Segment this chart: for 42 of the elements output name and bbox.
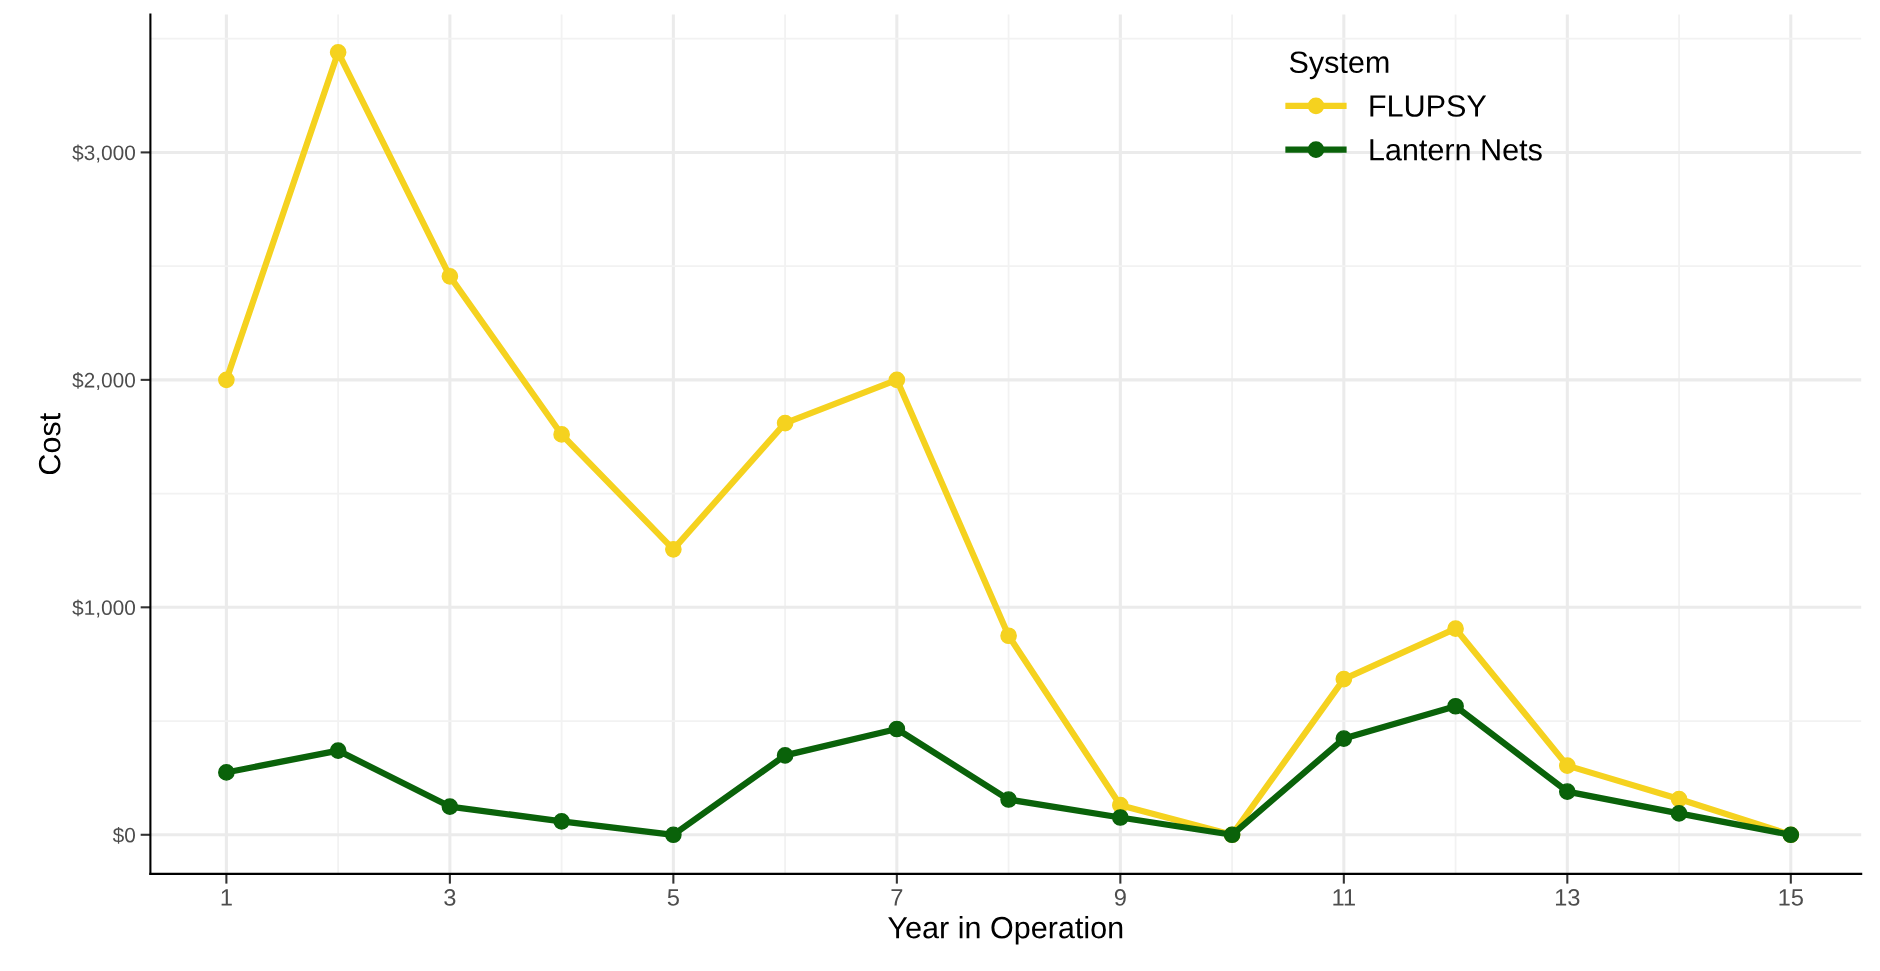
point: [1335, 670, 1353, 688]
x-tick-label: 1: [221, 889, 232, 906]
point: [218, 371, 235, 389]
point: [1447, 620, 1464, 638]
x-tick-label: 7: [891, 889, 903, 906]
y-tick-label: $2,000: [72, 371, 136, 391]
point: [1447, 697, 1464, 715]
point: [553, 426, 570, 443]
x-tick-label: 3: [444, 889, 456, 906]
x-tick-label: 15: [1779, 889, 1803, 906]
legend-label: Lantern Nets: [1370, 139, 1542, 161]
legend-label: FLUPSY: [1370, 95, 1487, 117]
point: [1558, 757, 1576, 774]
y-tick-label: $3,000: [72, 144, 136, 163]
point: [776, 747, 794, 764]
point: [665, 540, 682, 558]
point: [329, 43, 347, 61]
point: [1112, 809, 1129, 826]
x-axis-title: Year in Operation: [888, 916, 1123, 945]
point: [1000, 791, 1017, 808]
point: [1670, 790, 1688, 808]
x-tick-label: 11: [1333, 889, 1355, 906]
point: [888, 720, 906, 738]
point: [1000, 627, 1017, 645]
y-axis-title: Cost: [38, 413, 61, 475]
point: [441, 798, 459, 815]
point: [1670, 805, 1688, 822]
x-tick-label: 13: [1555, 889, 1580, 906]
point: [776, 414, 794, 432]
point: [553, 813, 570, 830]
point: [218, 764, 235, 781]
point: [1558, 783, 1576, 800]
y-tick-label: $0: [112, 826, 135, 844]
point: [329, 742, 347, 759]
x-tick-label: 9: [1114, 889, 1126, 906]
point: [665, 826, 682, 844]
point: [441, 268, 459, 285]
x-tick-label: 5: [667, 889, 679, 906]
point: [888, 371, 906, 389]
y-tick-label: $1,000: [72, 599, 136, 618]
legend-title: System: [1289, 51, 1389, 80]
point: [1335, 730, 1353, 747]
